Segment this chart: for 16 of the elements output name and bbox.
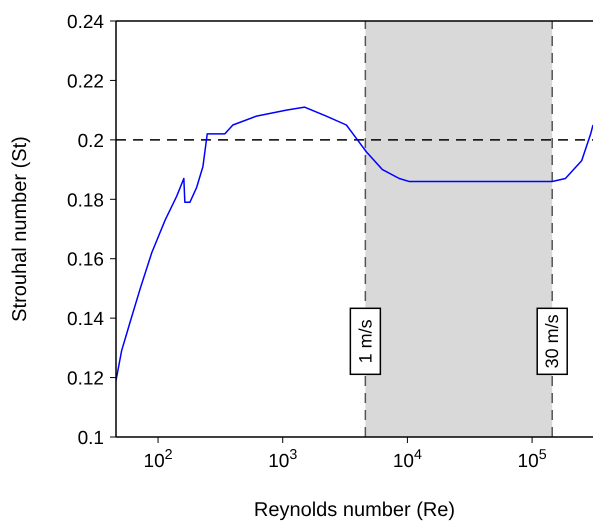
- x-tick-label: 10$^{2}$: [144, 447, 173, 472]
- ref-line-label: 1 m/s: [355, 319, 376, 364]
- x-tick-label: 10$^{4}$: [392, 447, 422, 472]
- y-tick-label: 0.18: [67, 190, 104, 212]
- x-axis-title: Reynolds number (Re): [254, 499, 456, 521]
- y-axis-title: Strouhal number (St): [9, 136, 31, 322]
- ref-line-label: 30 m/s: [542, 314, 562, 368]
- y-tick-label: 0.14: [67, 309, 104, 330]
- x-tick-label: 10$^{5}$: [518, 447, 547, 472]
- y-tick-label: 0.2: [78, 130, 104, 152]
- y-tick-label: 0.12: [67, 368, 104, 390]
- x-tick-label: 10$^{3}$: [268, 447, 298, 472]
- y-tick-label: 0.24: [67, 12, 104, 33]
- y-tick-label: 0.22: [67, 71, 104, 92]
- y-tick-label: 0.1: [78, 428, 104, 449]
- y-tick-label: 0.16: [67, 250, 104, 271]
